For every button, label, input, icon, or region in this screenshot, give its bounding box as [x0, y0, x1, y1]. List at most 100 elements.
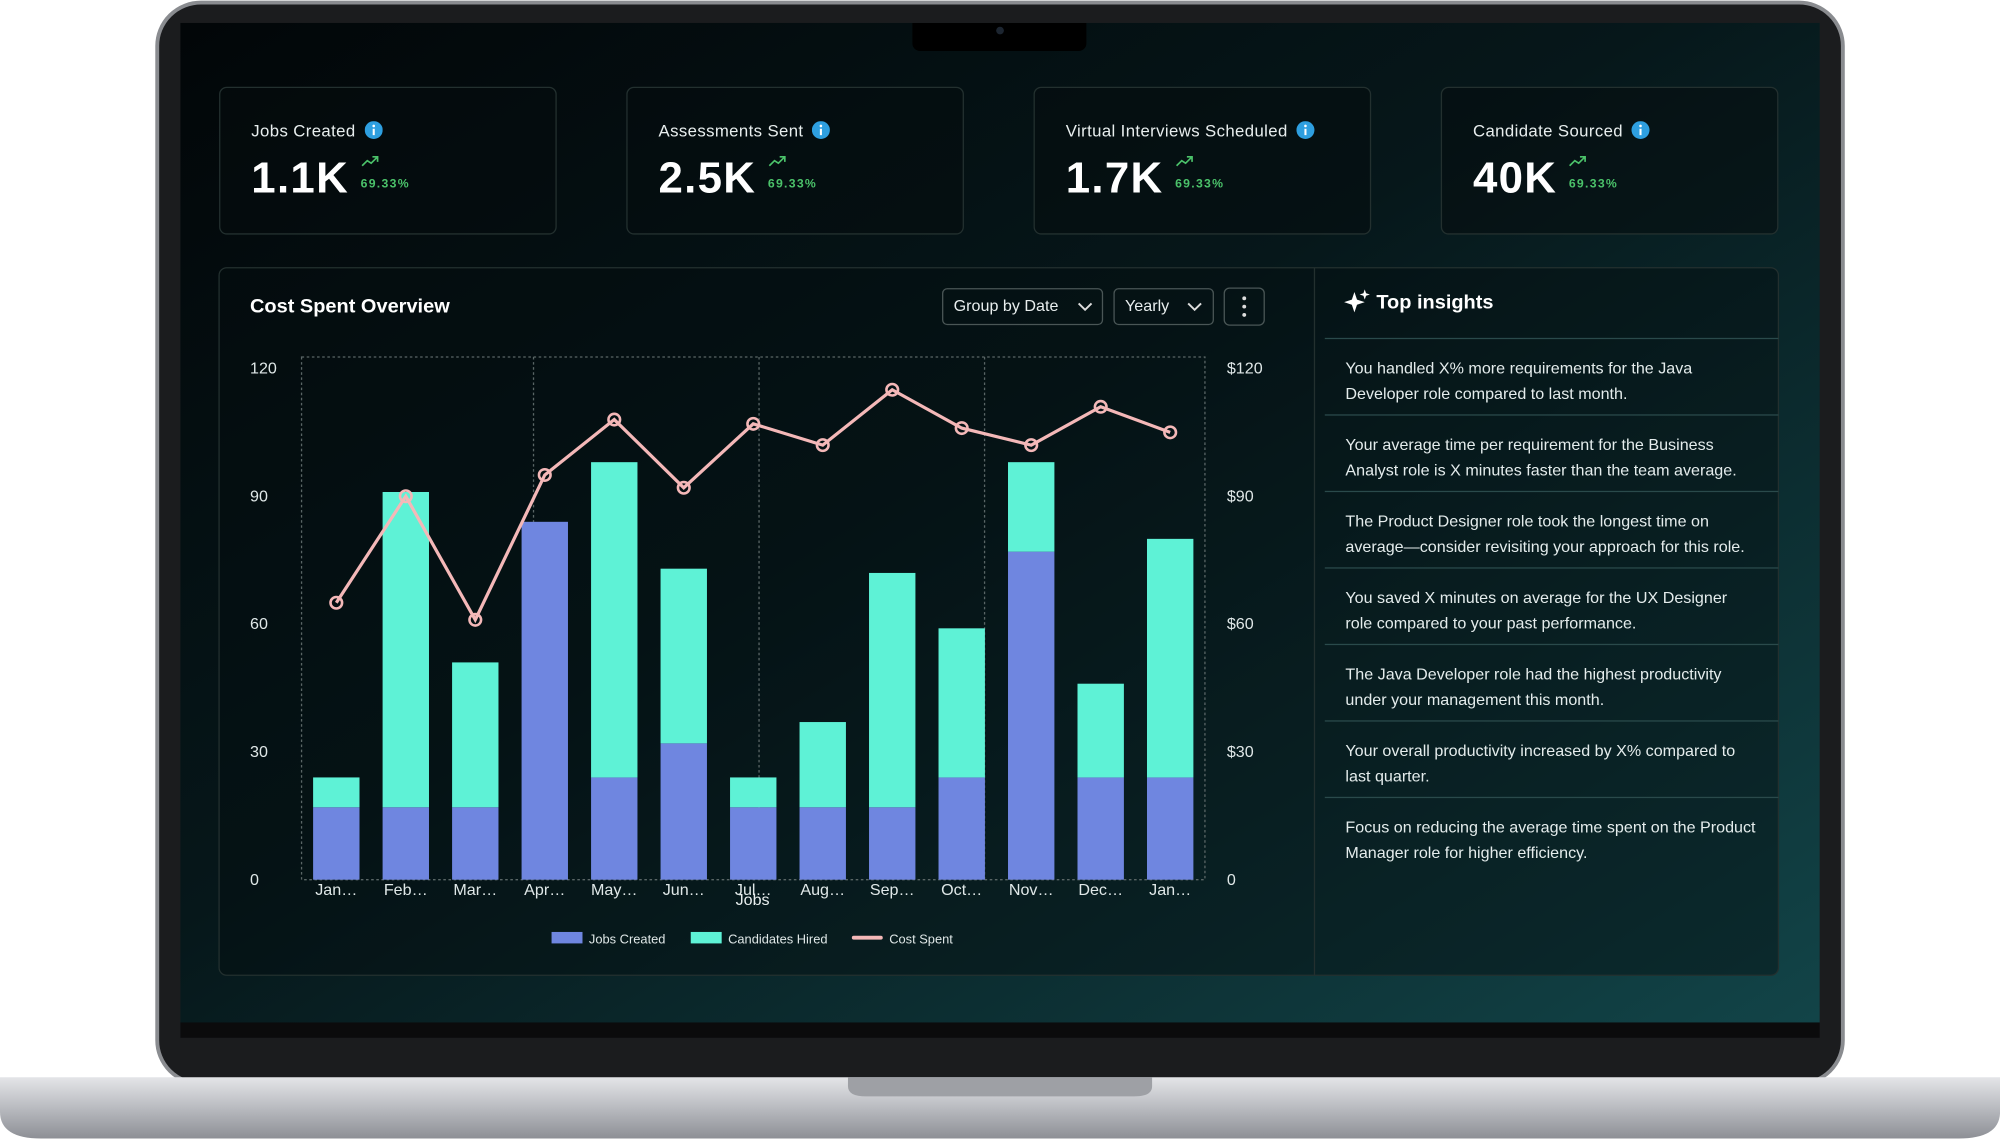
legend-label: Cost Spent [889, 931, 953, 946]
bar-segment [799, 807, 846, 880]
trend-icon [1175, 155, 1193, 167]
dot [1242, 296, 1247, 301]
info-glyph [1640, 128, 1643, 136]
legend-label: Candidates Hired [728, 931, 827, 946]
x-tick-label: Feb… [384, 881, 428, 899]
base-lip [847, 1077, 1153, 1097]
x-tick-label: Jan… [1149, 881, 1191, 899]
trend-icon [1569, 155, 1587, 167]
trend-arrow [1569, 155, 1587, 167]
bar-segment [660, 743, 707, 880]
x-tick-label: May… [591, 881, 638, 899]
bar-segment [313, 807, 360, 880]
legend-swatch [551, 931, 583, 944]
line-point [1093, 399, 1108, 414]
bar-segment [938, 628, 985, 778]
info-glyph [1304, 128, 1307, 136]
kpi-number: 1.7K [1065, 154, 1164, 203]
bar-segment [1008, 462, 1055, 552]
bar-segment [591, 777, 638, 880]
line-point [1024, 438, 1039, 453]
kpi-trend: 69.33% [1175, 155, 1224, 192]
x-tick-label: Aug… [800, 881, 845, 899]
y2-tick-label: $120 [1227, 360, 1263, 378]
chevron [1187, 302, 1202, 312]
bar-segment [730, 777, 777, 808]
bar-segment [591, 462, 638, 778]
kpi-label: Assessments Sent [659, 121, 831, 140]
menu-button[interactable] [1223, 287, 1265, 326]
insight-item: The Java Developer role had the highest … [1324, 643, 1779, 720]
bar-segment [1008, 551, 1055, 880]
insight-item: You handled X% more requirements for the… [1324, 337, 1779, 414]
kpi-change: 69.33% [360, 177, 410, 192]
bar-segment [1146, 538, 1194, 778]
bar-segment [1077, 777, 1124, 880]
chevron [1077, 302, 1093, 312]
y-tick-label: 30 [250, 743, 268, 761]
x-tick-label: Jan… [315, 881, 357, 899]
info-icon[interactable] [1296, 121, 1315, 139]
x-tick-label: Mar… [453, 881, 497, 899]
info-dot [820, 124, 823, 128]
insight-item: The Product Designer role took the longe… [1324, 490, 1779, 567]
kpi-number: 40K [1472, 154, 1558, 203]
insight-item: You saved X minutes on average for the U… [1324, 567, 1779, 643]
kpi-trend: 69.33% [1569, 155, 1618, 192]
x-tick-label: Nov… [1009, 881, 1054, 899]
legend-label: Jobs Created [589, 931, 666, 946]
y-tick-label: 60 [250, 615, 268, 633]
kpi-card: Candidate Sourced 40K 69.33% [1440, 86, 1779, 235]
line-point [1163, 425, 1178, 440]
kpi-value: 40K 69.33% [1473, 154, 1618, 204]
y2-tick-label: 0 [1227, 871, 1236, 889]
x-axis-title: Jobs [736, 891, 770, 909]
insights-title: Top insights [1376, 292, 1493, 314]
insight-item: Your overall productivity increased by X… [1324, 720, 1779, 796]
kpi-card: Assessments Sent 2.5K 69.33% [626, 86, 964, 235]
kpi-trend: 69.33% [360, 155, 410, 192]
dot [1242, 312, 1247, 317]
group-dropdown[interactable]: Group by Date [942, 288, 1104, 326]
line-point [607, 412, 622, 427]
kpi-card: Virtual Interviews Scheduled 1.7K 69.33% [1033, 86, 1372, 235]
kpi-trend: 69.33% [767, 155, 818, 192]
laptop-base [0, 1077, 2000, 1139]
bar-segment [1077, 683, 1124, 778]
kpi-value: 2.5K 69.33% [659, 154, 818, 204]
insight-item: Your average time per requirement for th… [1324, 414, 1779, 490]
line-series [334, 387, 1171, 624]
line-point [885, 382, 900, 397]
legend-swatch [690, 931, 722, 944]
period-dropdown[interactable]: Yearly [1113, 288, 1214, 326]
notch [912, 22, 1087, 51]
line-point [954, 421, 969, 436]
line-point [537, 467, 552, 482]
bar-segment [1146, 777, 1194, 880]
x-tick-label: Oct… [941, 881, 982, 899]
info-icon[interactable] [364, 121, 383, 139]
info-glyph [372, 128, 375, 136]
bar-segment [452, 662, 499, 808]
sparkle-icon [1344, 289, 1370, 313]
bar-segment [382, 491, 429, 808]
info-icon[interactable] [1632, 121, 1651, 139]
kpi-card: Jobs Created 1.1K 69.33% [219, 86, 557, 235]
y-tick-label: 120 [250, 360, 277, 378]
info-icon[interactable] [812, 121, 831, 139]
dot [1242, 304, 1247, 309]
kpi-label: Jobs Created [251, 121, 383, 140]
y-tick-label: 90 [250, 487, 268, 505]
bar-segment [869, 807, 916, 880]
insight-item: Focus on reducing the average time spent… [1324, 796, 1779, 873]
bar-segment [938, 777, 985, 880]
y2-tick-label: $60 [1227, 615, 1254, 633]
trend-arrow [361, 155, 379, 167]
kpi-change: 69.33% [767, 177, 818, 192]
x-tick-label: Dec… [1078, 881, 1123, 899]
kpi-label: Virtual Interviews Scheduled [1066, 121, 1315, 140]
trend-arrow [768, 155, 786, 167]
info-glyph [820, 128, 823, 136]
